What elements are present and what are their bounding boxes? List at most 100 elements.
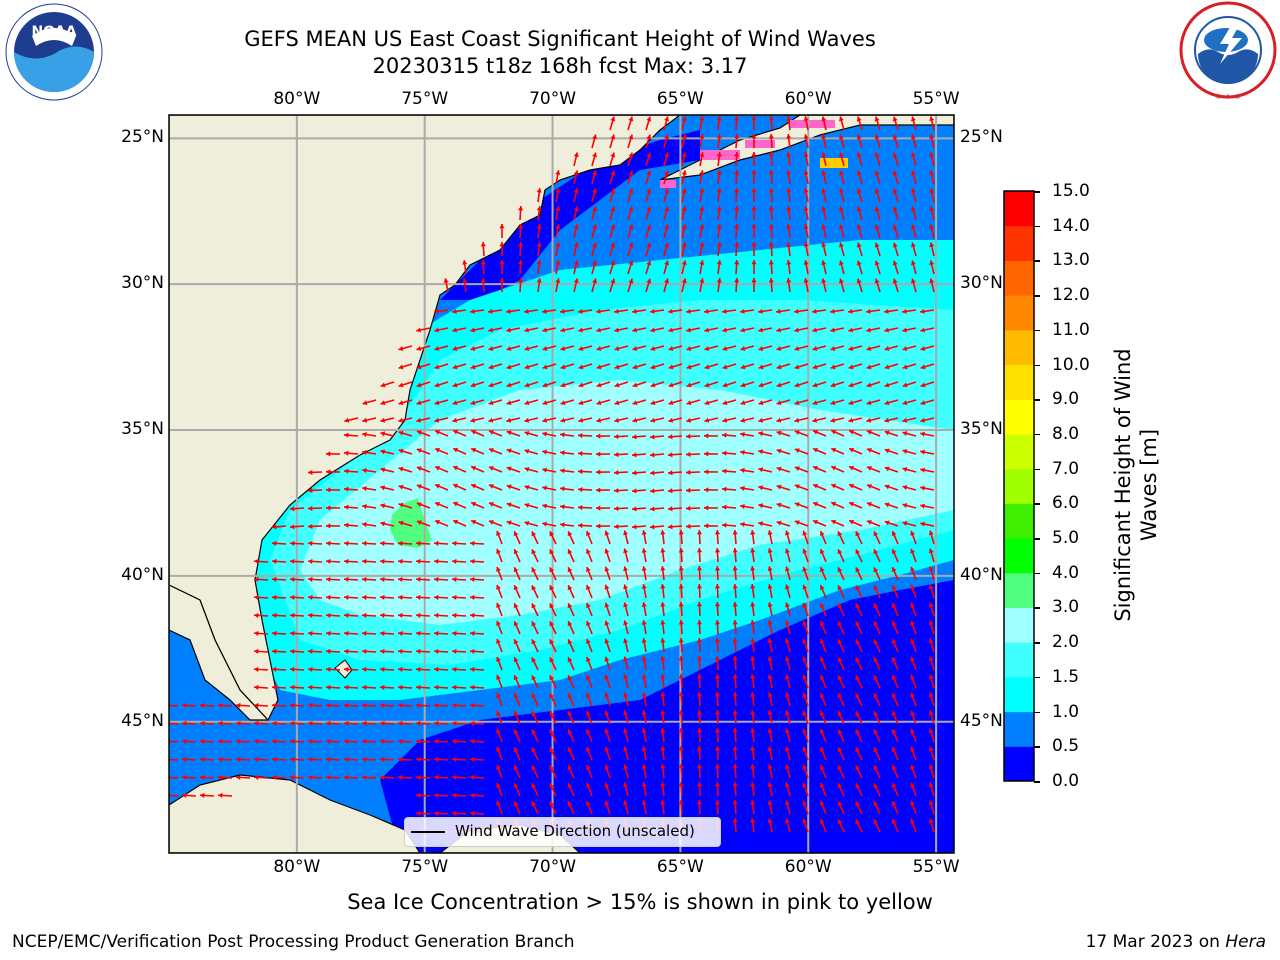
- wave-direction-arrowhead: [650, 308, 655, 314]
- wave-direction-arrowhead: [699, 260, 705, 265]
- wave-direction-arrowhead: [928, 530, 934, 536]
- sea-ice-caption: Sea Ice Concentration > 15% is shown in …: [347, 890, 933, 914]
- wave-direction-arrowhead: [696, 566, 703, 571]
- wave-direction-arrowhead: [714, 764, 721, 769]
- wave-direction-arrowhead: [623, 584, 629, 590]
- wave-direction-arrowhead: [794, 346, 800, 352]
- wave-direction-arrowhead: [910, 818, 916, 824]
- wave-direction-arrowhead: [506, 400, 512, 406]
- wave-direction-arrowhead: [470, 364, 476, 370]
- wave-direction-arrowhead: [610, 116, 616, 122]
- wave-direction-arrowhead: [531, 621, 537, 627]
- wave-direction-arrowhead: [803, 278, 809, 283]
- wave-direction-arrowhead: [614, 524, 619, 530]
- colorbar-tick-mark: [1034, 572, 1040, 575]
- wave-direction-arrowhead: [623, 530, 629, 536]
- wave-direction-arrowhead: [290, 720, 295, 726]
- wave-direction-arrowhead: [767, 710, 773, 715]
- wave-direction-arrowhead: [892, 260, 898, 266]
- wave-direction-arrowhead: [254, 594, 259, 600]
- noaa-logo: NOAA: [5, 3, 103, 101]
- wave-direction-arrowhead: [902, 327, 908, 333]
- wave-direction-arrowhead: [848, 346, 854, 352]
- wave-direction-arrowhead: [910, 800, 916, 806]
- wave-direction-arrowhead: [678, 782, 684, 787]
- wave-direction-arrowhead: [452, 400, 458, 406]
- wave-direction-arrowhead: [614, 327, 620, 333]
- wave-direction-arrowhead: [830, 308, 835, 314]
- wave-direction-arrowhead: [308, 558, 313, 564]
- wave-direction-arrowhead: [819, 639, 825, 645]
- wave-direction-arrowhead: [920, 364, 926, 370]
- wave-direction-arrowhead: [929, 278, 935, 284]
- colorbar-tick-label: 1.0: [1052, 701, 1080, 722]
- wave-direction-arrowhead: [813, 483, 819, 489]
- colorbar-tick-label: 0.5: [1052, 736, 1080, 757]
- wave-direction-arrowhead: [855, 675, 861, 681]
- colorbar-tick-mark: [1034, 191, 1040, 193]
- wave-direction-arrowhead: [592, 278, 598, 284]
- wave-direction-arrowhead: [290, 558, 295, 564]
- wave-direction-arrowhead: [254, 630, 259, 636]
- wave-direction-arrowhead: [750, 566, 756, 571]
- wave-direction-arrowhead: [812, 400, 818, 406]
- wave-direction-arrowhead: [768, 152, 774, 157]
- wave-direction-arrowhead: [513, 603, 519, 609]
- wave-direction-arrowhead: [623, 728, 629, 734]
- wave-direction-arrowhead: [416, 417, 422, 423]
- wave-direction-arrowhead: [750, 764, 756, 769]
- wave-direction-arrowhead: [784, 710, 790, 716]
- wave-direction-arrowhead: [734, 260, 740, 265]
- wave-direction-arrowhead: [668, 470, 673, 476]
- wave-direction-arrowhead: [524, 364, 530, 370]
- wave-direction-arrowhead: [555, 224, 561, 229]
- wave-direction-arrowhead: [585, 603, 591, 608]
- wave-direction-arrowhead: [567, 747, 573, 753]
- wave-direction-arrowhead: [344, 648, 349, 654]
- wave-direction-arrowhead: [678, 548, 684, 553]
- wave-direction-arrowhead: [751, 278, 757, 283]
- wave-direction-arrowhead: [650, 327, 656, 333]
- wave-direction-arrowhead: [660, 692, 666, 697]
- wave-direction-arrowhead: [513, 657, 519, 663]
- wave-direction-arrowhead: [929, 170, 935, 176]
- wave-direction-arrowhead: [722, 327, 728, 333]
- wave-direction-arrowhead: [910, 116, 916, 122]
- wave-direction-arrowhead: [398, 400, 404, 406]
- wave-direction-arrowhead: [536, 188, 542, 193]
- wave-direction-arrowhead: [910, 260, 916, 266]
- wave-direction-arrowhead: [716, 260, 722, 265]
- wave-direction-arrowhead: [855, 549, 861, 555]
- wave-direction-arrowhead: [549, 675, 555, 681]
- wave-direction-arrowhead: [200, 792, 205, 798]
- wave-direction-arrowhead: [892, 278, 898, 284]
- wave-direction-arrowhead: [802, 638, 808, 644]
- wave-direction-arrowhead: [560, 400, 566, 406]
- wave-direction-arrowhead: [678, 638, 684, 643]
- wave-direction-arrowhead: [218, 774, 223, 780]
- wave-direction-arrowhead: [681, 134, 687, 140]
- wave-direction-arrowhead: [830, 364, 836, 370]
- wave-direction-arrowhead: [272, 666, 277, 672]
- wave-direction-arrowhead: [891, 603, 897, 609]
- wave-direction-arrowhead: [646, 134, 652, 140]
- wave-direction-arrowhead: [794, 448, 800, 454]
- wave-direction-arrowhead: [732, 818, 738, 823]
- lon-label-bottom: 55°W: [912, 857, 960, 877]
- wave-direction-arrowhead: [831, 465, 837, 471]
- wave-direction-arrowhead: [884, 417, 890, 423]
- wave-direction-arrowhead: [740, 308, 745, 314]
- wave-direction-arrowhead: [567, 531, 573, 537]
- colorbar-segment: [1004, 364, 1034, 400]
- wave-direction-arrowhead: [716, 242, 722, 247]
- wave-direction-arrowhead: [308, 738, 313, 744]
- wave-direction-arrowhead: [884, 466, 890, 472]
- wave-direction-arrowhead: [290, 738, 295, 744]
- lat-label-left: 30°N: [121, 273, 164, 294]
- wave-direction-arrowhead: [910, 728, 916, 734]
- wave-direction-arrowhead: [803, 134, 809, 139]
- wave-direction-arrowhead: [567, 801, 573, 807]
- wave-direction-arrowhead: [499, 278, 505, 283]
- legend-label: Wind Wave Direction (unscaled): [455, 822, 695, 840]
- wave-direction-arrowhead: [452, 648, 457, 654]
